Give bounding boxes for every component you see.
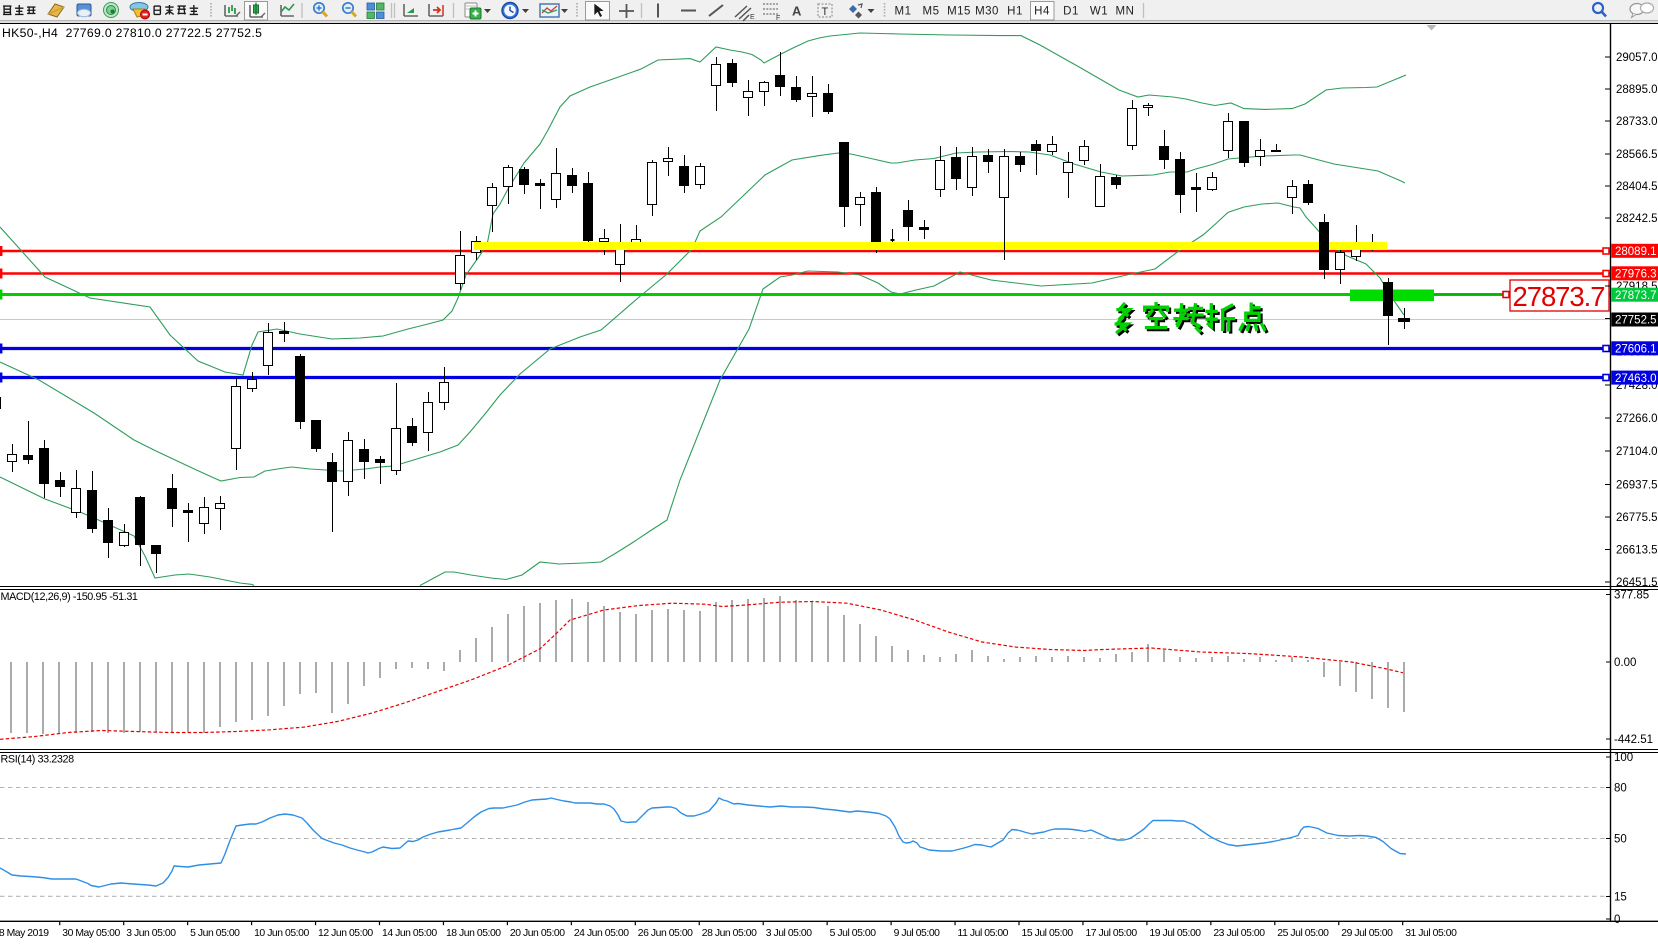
svg-text:E: E xyxy=(750,14,755,21)
svg-text:31 Jul 05:00: 31 Jul 05:00 xyxy=(1405,928,1457,939)
svg-text:RSI(14) 33.2328: RSI(14) 33.2328 xyxy=(1,754,75,766)
svg-text:28733.0: 28733.0 xyxy=(1616,116,1658,128)
svg-text:28404.5: 28404.5 xyxy=(1616,181,1658,193)
svg-text:26 Jun 05:00: 26 Jun 05:00 xyxy=(638,928,693,939)
svg-text:M15: M15 xyxy=(947,6,971,18)
svg-text:50: 50 xyxy=(1614,834,1627,846)
svg-text:26775.5: 26775.5 xyxy=(1616,512,1658,524)
svg-text:28089.1: 28089.1 xyxy=(1615,246,1657,258)
svg-text:10 Jun 05:00: 10 Jun 05:00 xyxy=(254,928,309,939)
svg-text:17 Jul 05:00: 17 Jul 05:00 xyxy=(1085,928,1137,939)
svg-text:29 Jul 05:00: 29 Jul 05:00 xyxy=(1341,928,1393,939)
svg-text:80: 80 xyxy=(1614,783,1627,795)
svg-text:HK50-,H4 27769.0 27810.0 2772: HK50-,H4 27769.0 27810.0 27722.5 27752.5 xyxy=(2,26,262,40)
svg-text:28895.0: 28895.0 xyxy=(1616,84,1658,96)
svg-text:28566.5: 28566.5 xyxy=(1616,149,1658,161)
svg-text:29057.0: 29057.0 xyxy=(1616,52,1658,64)
svg-text:23 Jul 05:00: 23 Jul 05:00 xyxy=(1213,928,1265,939)
svg-text:A: A xyxy=(792,4,802,19)
svg-text:377.85: 377.85 xyxy=(1614,590,1649,602)
svg-text:M1: M1 xyxy=(895,6,912,18)
svg-text:H4: H4 xyxy=(1034,6,1050,18)
svg-text:D1: D1 xyxy=(1063,6,1079,18)
svg-text:27104.0: 27104.0 xyxy=(1616,446,1658,458)
svg-text:26451.5: 26451.5 xyxy=(1616,577,1658,589)
svg-text:27606.1: 27606.1 xyxy=(1615,344,1657,356)
svg-text:15: 15 xyxy=(1614,892,1627,904)
svg-text:19 Jul 05:00: 19 Jul 05:00 xyxy=(1149,928,1201,939)
svg-text:27976.3: 27976.3 xyxy=(1615,269,1657,281)
svg-text:100: 100 xyxy=(1614,752,1633,764)
svg-text:18 Jun 05:00: 18 Jun 05:00 xyxy=(446,928,501,939)
svg-text:MN: MN xyxy=(1116,6,1135,18)
svg-text:28242.5: 28242.5 xyxy=(1616,213,1658,225)
svg-text:26613.5: 26613.5 xyxy=(1616,545,1658,557)
svg-text:28 May 2019: 28 May 2019 xyxy=(0,928,49,939)
svg-text:27463.0: 27463.0 xyxy=(1615,373,1657,385)
svg-text:20 Jun 05:00: 20 Jun 05:00 xyxy=(510,928,565,939)
svg-text:0: 0 xyxy=(1614,914,1620,926)
svg-text:MACD(12,26,9) -150.95 -51.31: MACD(12,26,9) -150.95 -51.31 xyxy=(1,591,138,603)
svg-text:3 Jun 05:00: 3 Jun 05:00 xyxy=(126,928,176,939)
svg-text:-442.51: -442.51 xyxy=(1614,734,1653,746)
svg-text:11 Jul 05:00: 11 Jul 05:00 xyxy=(958,928,1009,939)
svg-text:F: F xyxy=(776,15,780,22)
svg-text:25 Jul 05:00: 25 Jul 05:00 xyxy=(1277,928,1329,939)
svg-text:12 Jun 05:00: 12 Jun 05:00 xyxy=(318,928,373,939)
svg-text:30 May 05:00: 30 May 05:00 xyxy=(62,928,120,939)
svg-text:W1: W1 xyxy=(1090,6,1108,18)
svg-text:T: T xyxy=(822,6,829,18)
svg-text:27873.7: 27873.7 xyxy=(1615,290,1657,302)
svg-text:26937.5: 26937.5 xyxy=(1616,480,1658,492)
svg-text:27752.5: 27752.5 xyxy=(1615,315,1657,327)
svg-text:M30: M30 xyxy=(975,6,999,18)
svg-text:0.00: 0.00 xyxy=(1614,657,1636,669)
svg-text:14 Jun 05:00: 14 Jun 05:00 xyxy=(382,928,437,939)
svg-text:3 Jul 05:00: 3 Jul 05:00 xyxy=(766,928,813,939)
svg-text:M5: M5 xyxy=(923,6,940,18)
svg-text:5 Jun 05:00: 5 Jun 05:00 xyxy=(190,928,240,939)
svg-text:28 Jun 05:00: 28 Jun 05:00 xyxy=(702,928,757,939)
svg-text:5 Jul 05:00: 5 Jul 05:00 xyxy=(830,928,877,939)
svg-text:24 Jun 05:00: 24 Jun 05:00 xyxy=(574,928,629,939)
svg-text:27873.7: 27873.7 xyxy=(1513,281,1606,312)
svg-text:27266.0: 27266.0 xyxy=(1616,413,1658,425)
svg-text:H1: H1 xyxy=(1007,6,1023,18)
svg-text:15 Jul 05:00: 15 Jul 05:00 xyxy=(1022,928,1074,939)
svg-text:9 Jul 05:00: 9 Jul 05:00 xyxy=(894,928,941,939)
